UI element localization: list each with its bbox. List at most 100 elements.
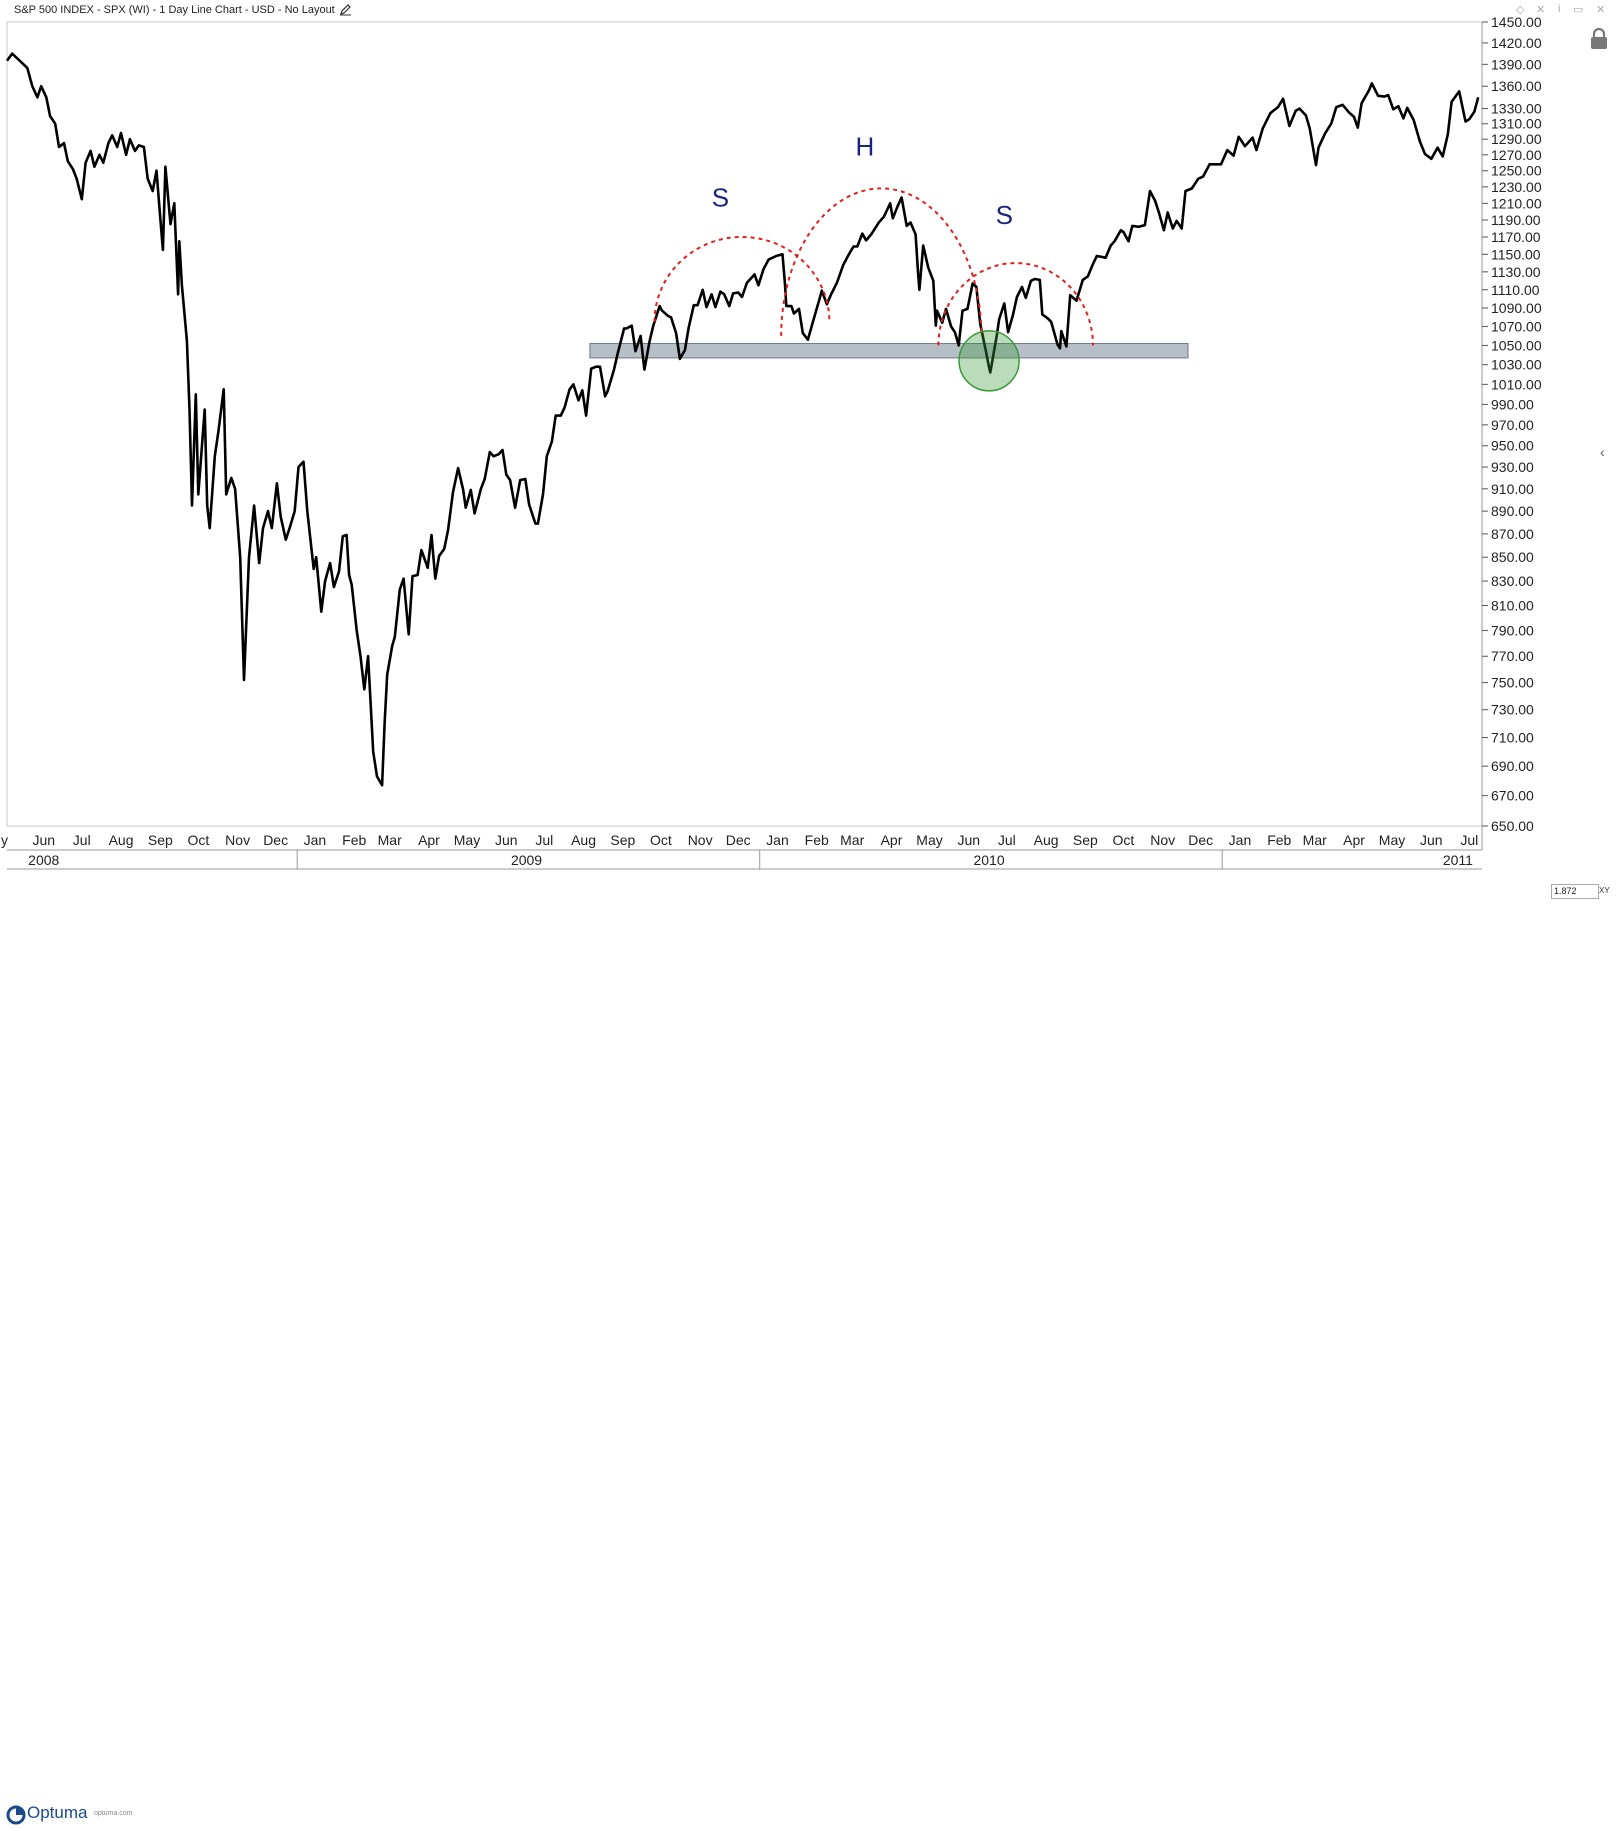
plot-frame	[6, 21, 1483, 850]
footer: Optuma optuma.com	[0, 900, 1620, 1825]
month-label: Sep	[148, 832, 173, 848]
y-tick-label: 1270.00	[1491, 147, 1542, 163]
info-icon[interactable]: i	[1558, 3, 1561, 15]
month-label: Oct	[187, 832, 209, 848]
month-label: Sep	[1073, 832, 1098, 848]
month-label: Jan	[304, 832, 327, 848]
y-tick-label: 1090.00	[1491, 300, 1542, 316]
price-chart[interactable]: SHS 1450.001420.001390.001360.001330.001…	[0, 0, 1620, 927]
y-tick-label: 1070.00	[1491, 319, 1542, 335]
y-tick-label: 870.00	[1491, 526, 1534, 542]
y-tick-label: 950.00	[1491, 438, 1534, 454]
plot-border	[6, 21, 1483, 827]
brand-url: optuma.com	[94, 1810, 133, 1817]
month-label: Feb	[1267, 832, 1291, 848]
breakdown-circle	[958, 330, 1020, 392]
month-label: Jun	[495, 832, 518, 848]
y-tick-label: 1010.00	[1491, 376, 1542, 392]
month-label: Oct	[1112, 832, 1134, 848]
price-line-layer	[5, 52, 1480, 787]
month-label: Mar	[840, 832, 864, 848]
month-label: Jul	[535, 832, 553, 848]
month-label: Jul	[73, 832, 91, 848]
year-label: 2008	[28, 852, 59, 868]
month-label: Jul	[1460, 832, 1478, 848]
window-icon[interactable]: ▭	[1573, 4, 1584, 16]
y-tick-label: 850.00	[1491, 549, 1534, 565]
month-label: Nov	[688, 832, 713, 848]
x-axis: y Jun Jul Aug Sep Oct Nov Dec Jan Feb Mar Apr May Jun…	[1, 832, 1482, 870]
y-tick-label: 930.00	[1491, 459, 1534, 475]
month-label: Mar	[1303, 832, 1327, 848]
month-label: Jun	[1420, 832, 1443, 848]
y-tick-label: 810.00	[1491, 597, 1534, 613]
y-tick-label: 1030.00	[1491, 357, 1542, 373]
month-label: Aug	[571, 832, 596, 848]
month-label: Nov	[1150, 832, 1175, 848]
year-label: 2009	[511, 852, 542, 868]
y-tick-label: 1420.00	[1491, 35, 1542, 51]
support-band-layer	[589, 343, 1189, 359]
y-tick-label: 1330.00	[1491, 101, 1542, 117]
pattern-arc-1	[653, 235, 831, 322]
y-tick-label: 1150.00	[1491, 246, 1541, 262]
year-label: 2011	[1443, 852, 1473, 868]
month-label: y	[1, 832, 8, 848]
y-tick-label: 1290.00	[1491, 131, 1542, 147]
y-tick-label: 1170.00	[1491, 229, 1541, 245]
y-tick-label: 1450.00	[1491, 14, 1542, 30]
month-label: Apr	[1343, 832, 1365, 848]
month-label: May	[454, 832, 480, 848]
pattern-annotations: S H S	[653, 132, 1094, 392]
y-tick-label: 650.00	[1491, 818, 1534, 834]
y-tick-label: 730.00	[1491, 702, 1534, 718]
month-label: Feb	[342, 832, 366, 848]
support-band	[589, 343, 1189, 359]
pattern-label-2: H	[855, 132, 874, 162]
spx-price-line	[5, 52, 1480, 787]
month-label: Dec	[1188, 832, 1213, 848]
month-label: Apr	[881, 832, 903, 848]
y-tick-label: 750.00	[1491, 675, 1534, 691]
month-label: Jun	[958, 832, 981, 848]
month-label: Jul	[998, 832, 1016, 848]
edit-icon[interactable]	[339, 3, 352, 21]
y-tick-label: 1360.00	[1491, 78, 1542, 94]
y-tick-label: 1250.00	[1491, 163, 1542, 179]
y-tick-label: 1230.00	[1491, 179, 1542, 195]
y-tick-label: 1210.00	[1491, 195, 1542, 211]
chevron-left-icon[interactable]: ‹	[1600, 444, 1605, 460]
optuma-logo-icon	[6, 1805, 26, 1830]
y-tick-label: 770.00	[1491, 648, 1534, 664]
xy-toggle[interactable]: XY	[1599, 886, 1610, 895]
y-tick-label: 1390.00	[1491, 56, 1542, 72]
y-tick-label: 1310.00	[1491, 116, 1542, 132]
month-label: Dec	[726, 832, 751, 848]
month-label: Apr	[418, 832, 440, 848]
y-tick-label: 790.00	[1491, 623, 1534, 639]
y-tick-label: 910.00	[1491, 481, 1534, 497]
y-tick-label: 890.00	[1491, 503, 1534, 519]
month-label: May	[1379, 832, 1405, 848]
pin-icon[interactable]: ✕	[1536, 4, 1546, 16]
y-tick-label: 690.00	[1491, 758, 1534, 774]
y-tick-label: 1130.00	[1491, 264, 1541, 280]
pattern-label-1: S	[712, 183, 729, 213]
y-axis: 1450.00 1420.00 1390.00 1360.00 1330.001310.…	[1482, 14, 1542, 834]
month-label: May	[916, 832, 942, 848]
lock-icon[interactable]	[1588, 27, 1610, 56]
month-label: Aug	[1034, 832, 1059, 848]
month-label: Oct	[650, 832, 672, 848]
y-tick-label: 670.00	[1491, 788, 1534, 804]
pattern-arc-2	[780, 187, 983, 336]
month-label: Mar	[378, 832, 402, 848]
close-icon[interactable]: ✕	[1596, 4, 1606, 16]
y-tick-label: 1190.00	[1491, 212, 1541, 228]
chart-title: S&P 500 INDEX - SPX (WI) - 1 Day Line Ch…	[14, 4, 335, 16]
zoom-input[interactable]: 1.872	[1551, 884, 1599, 899]
month-label: Aug	[109, 832, 134, 848]
pattern-label-3: S	[996, 200, 1013, 230]
brand-name: Optuma	[27, 1803, 88, 1822]
diamond-icon[interactable]: ◇	[1516, 4, 1525, 16]
month-label: Dec	[263, 832, 288, 848]
